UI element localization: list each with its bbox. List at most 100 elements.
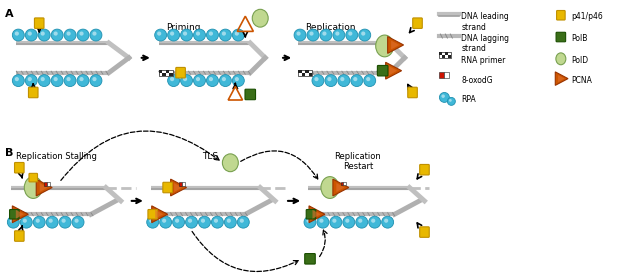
Text: PCNA: PCNA xyxy=(571,76,592,85)
Bar xyxy=(159,70,162,73)
Circle shape xyxy=(149,219,153,223)
Ellipse shape xyxy=(556,53,566,65)
Polygon shape xyxy=(171,179,186,196)
Circle shape xyxy=(157,31,161,36)
FancyBboxPatch shape xyxy=(163,182,172,193)
Circle shape xyxy=(317,216,329,228)
FancyBboxPatch shape xyxy=(557,10,565,20)
Bar xyxy=(442,55,445,58)
Circle shape xyxy=(62,219,65,223)
Circle shape xyxy=(356,216,368,228)
FancyBboxPatch shape xyxy=(29,173,38,182)
Text: DNA leading
strand: DNA leading strand xyxy=(462,12,509,32)
Circle shape xyxy=(364,75,376,87)
Circle shape xyxy=(382,216,394,228)
Text: PolD: PolD xyxy=(571,56,588,65)
Circle shape xyxy=(199,216,210,228)
Text: Replication
Restart: Replication Restart xyxy=(334,152,381,171)
FancyBboxPatch shape xyxy=(408,87,417,98)
Circle shape xyxy=(366,77,370,81)
FancyBboxPatch shape xyxy=(245,89,255,100)
Circle shape xyxy=(327,77,331,81)
Circle shape xyxy=(51,29,63,41)
Bar xyxy=(298,70,302,73)
Circle shape xyxy=(439,92,449,102)
Ellipse shape xyxy=(222,154,238,172)
Bar xyxy=(308,73,312,76)
Circle shape xyxy=(346,29,358,41)
Circle shape xyxy=(207,75,218,87)
Bar xyxy=(444,72,449,78)
FancyBboxPatch shape xyxy=(378,66,388,76)
Circle shape xyxy=(12,75,24,87)
FancyBboxPatch shape xyxy=(413,18,422,28)
Circle shape xyxy=(338,75,350,87)
Circle shape xyxy=(175,219,179,223)
Circle shape xyxy=(222,31,226,36)
Text: p41/p46: p41/p46 xyxy=(571,12,603,21)
Circle shape xyxy=(240,219,244,223)
Polygon shape xyxy=(155,210,163,219)
Circle shape xyxy=(330,216,342,228)
Text: TLS: TLS xyxy=(202,152,218,161)
Circle shape xyxy=(194,75,205,87)
Circle shape xyxy=(75,219,78,223)
Circle shape xyxy=(59,216,71,228)
Polygon shape xyxy=(309,206,325,223)
Circle shape xyxy=(309,31,313,36)
Circle shape xyxy=(90,29,102,41)
FancyBboxPatch shape xyxy=(306,209,316,219)
FancyBboxPatch shape xyxy=(420,227,429,237)
Circle shape xyxy=(220,75,231,87)
Circle shape xyxy=(15,77,19,81)
Circle shape xyxy=(307,29,319,41)
Circle shape xyxy=(358,29,371,41)
Circle shape xyxy=(201,219,205,223)
Polygon shape xyxy=(558,75,565,82)
Circle shape xyxy=(170,77,174,81)
Circle shape xyxy=(361,31,365,36)
Circle shape xyxy=(38,75,50,87)
Circle shape xyxy=(54,31,58,36)
FancyBboxPatch shape xyxy=(15,231,24,241)
Circle shape xyxy=(441,94,445,98)
Circle shape xyxy=(168,75,180,87)
FancyBboxPatch shape xyxy=(420,164,429,175)
Polygon shape xyxy=(387,36,404,53)
Circle shape xyxy=(447,97,455,105)
Circle shape xyxy=(49,219,53,223)
Circle shape xyxy=(54,77,58,81)
Circle shape xyxy=(196,77,200,81)
Circle shape xyxy=(183,77,187,81)
Bar xyxy=(47,182,50,186)
Circle shape xyxy=(168,29,180,41)
Polygon shape xyxy=(386,62,402,79)
Text: RNA primer: RNA primer xyxy=(462,56,506,65)
Text: Priming: Priming xyxy=(165,23,200,32)
Bar xyxy=(341,182,343,185)
Circle shape xyxy=(238,216,249,228)
Polygon shape xyxy=(152,206,168,223)
Ellipse shape xyxy=(252,9,268,27)
Circle shape xyxy=(194,29,205,41)
Polygon shape xyxy=(36,179,52,196)
Circle shape xyxy=(170,31,174,36)
Polygon shape xyxy=(39,183,48,192)
Circle shape xyxy=(15,31,19,36)
Bar xyxy=(305,70,308,73)
Bar xyxy=(449,55,452,58)
Circle shape xyxy=(315,77,318,81)
Circle shape xyxy=(227,219,231,223)
Circle shape xyxy=(64,75,76,87)
Bar xyxy=(159,70,173,76)
Circle shape xyxy=(296,31,300,36)
Circle shape xyxy=(320,29,332,41)
Polygon shape xyxy=(333,179,349,196)
Bar xyxy=(439,52,442,55)
Circle shape xyxy=(233,75,244,87)
Circle shape xyxy=(77,29,89,41)
Circle shape xyxy=(196,31,200,36)
Circle shape xyxy=(340,77,344,81)
Circle shape xyxy=(304,216,316,228)
Circle shape xyxy=(312,75,324,87)
